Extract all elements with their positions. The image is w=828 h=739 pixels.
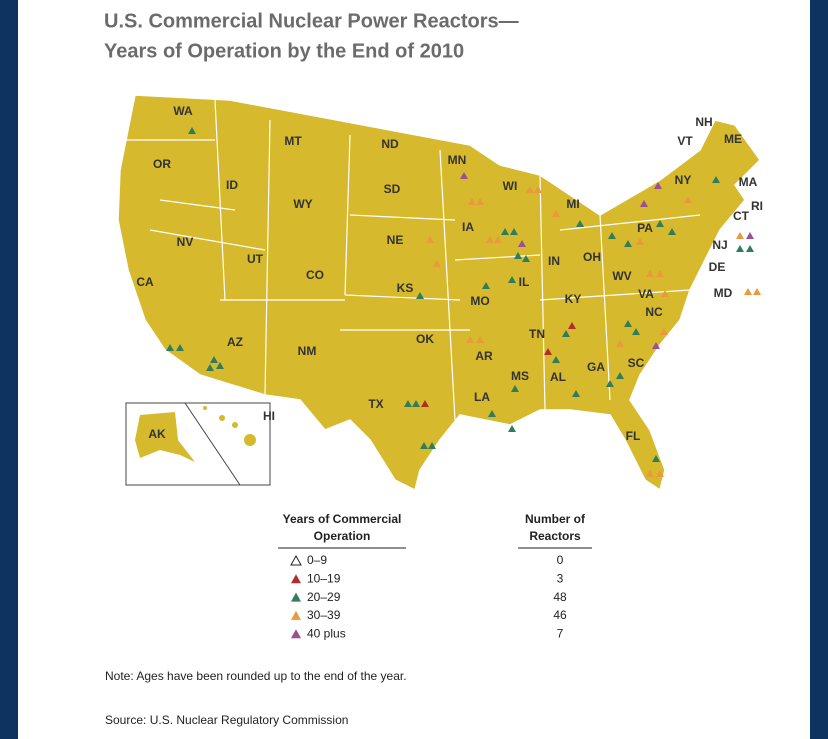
legend-label: 40 plus (307, 626, 346, 640)
inset-divider (184, 402, 241, 486)
us-map (117, 94, 761, 492)
state-label: TN (529, 327, 545, 341)
state-label: DE (709, 260, 726, 274)
source: Source: U.S. Nuclear Regulatory Commissi… (105, 713, 348, 727)
state-labels: WA OR CA NV ID MT WY UT CO AZ NM ND SD NE KS OK TX MN IA MO… (136, 104, 763, 443)
legend-swatch (290, 554, 302, 566)
state-label: MN (448, 153, 467, 167)
state-label: FL (626, 429, 641, 443)
state-label: RI (751, 199, 763, 213)
title-line-1: U.S. Commercial Nuclear Power Reactors— (104, 10, 519, 32)
legend-count: 7 (557, 626, 564, 640)
state-label: KY (565, 292, 582, 306)
state-label: MD (714, 286, 733, 300)
state-label: AR (475, 349, 493, 363)
state-label: SD (384, 182, 401, 196)
legend-header: Number of (525, 512, 586, 526)
legend-swatch (291, 610, 301, 620)
legend-label: 0–9 (307, 553, 327, 567)
legend-swatch (291, 592, 301, 602)
state-label: NM (298, 344, 317, 358)
legend-count: 0 (557, 553, 564, 567)
state-label: OK (416, 332, 434, 346)
state-label: MT (284, 134, 302, 148)
state-label: NE (387, 233, 404, 247)
state-label: CO (306, 268, 324, 282)
state-label: NY (675, 173, 692, 187)
state-label: OH (583, 250, 601, 264)
alaska (135, 412, 195, 462)
state-label: ND (381, 137, 399, 151)
state-label: CT (733, 209, 750, 223)
state-label: AK (148, 427, 166, 441)
state-label: MA (739, 175, 758, 189)
state-label: GA (587, 360, 605, 374)
hawaii (203, 406, 256, 446)
state-label: MS (511, 369, 529, 383)
legend-swatch (291, 629, 301, 639)
lower-48 (117, 94, 761, 492)
state-label: WV (612, 269, 631, 283)
note: Note: Ages have been rounded up to the e… (105, 669, 407, 683)
state-label: CA (136, 275, 154, 289)
state-label: OR (153, 157, 171, 171)
state-label: IA (462, 220, 474, 234)
reactor-markers (166, 127, 761, 477)
legend-count: 3 (557, 571, 564, 585)
state-label: TX (368, 397, 383, 411)
state-label: ID (226, 178, 238, 192)
legend-swatch (291, 574, 301, 584)
state-label: NH (695, 115, 712, 129)
state-label: UT (247, 252, 264, 266)
state-label: KS (397, 281, 414, 295)
state-label: IN (548, 254, 560, 268)
state-label: LA (474, 390, 490, 404)
state-label: MO (470, 294, 489, 308)
state-label: NJ (712, 238, 727, 252)
state-label: SC (628, 356, 645, 370)
legend-label: 10–19 (307, 571, 341, 585)
state-label: VT (677, 134, 693, 148)
legend-count: 48 (553, 590, 567, 604)
state-label: WA (173, 104, 193, 118)
state-label: AZ (227, 335, 243, 349)
legend-header: Reactors (529, 529, 581, 543)
state-label: HI (263, 409, 275, 423)
legend-count: 46 (553, 608, 567, 622)
legend-label: 30–39 (307, 608, 341, 622)
state-label: AL (550, 370, 566, 384)
legend-header: Years of Commercial (283, 512, 402, 526)
legend-label: 20–29 (307, 590, 341, 604)
legend-header: Operation (314, 529, 371, 543)
title-line-2: Years of Operation by the End of 2010 (104, 40, 464, 62)
legend: 0–9 0 10–19 3 20–29 48 30–39 46 40 plus 7 (290, 553, 567, 640)
state-label: MI (566, 197, 579, 211)
state-borders (122, 99, 701, 421)
state-label: ME (724, 132, 742, 146)
state-label: PA (637, 221, 653, 235)
state-label: VA (638, 287, 654, 301)
state-label: WI (503, 179, 518, 193)
state-label: NC (645, 305, 663, 319)
state-label: IL (519, 275, 530, 289)
state-label: WY (293, 197, 312, 211)
state-label: NV (177, 235, 194, 249)
